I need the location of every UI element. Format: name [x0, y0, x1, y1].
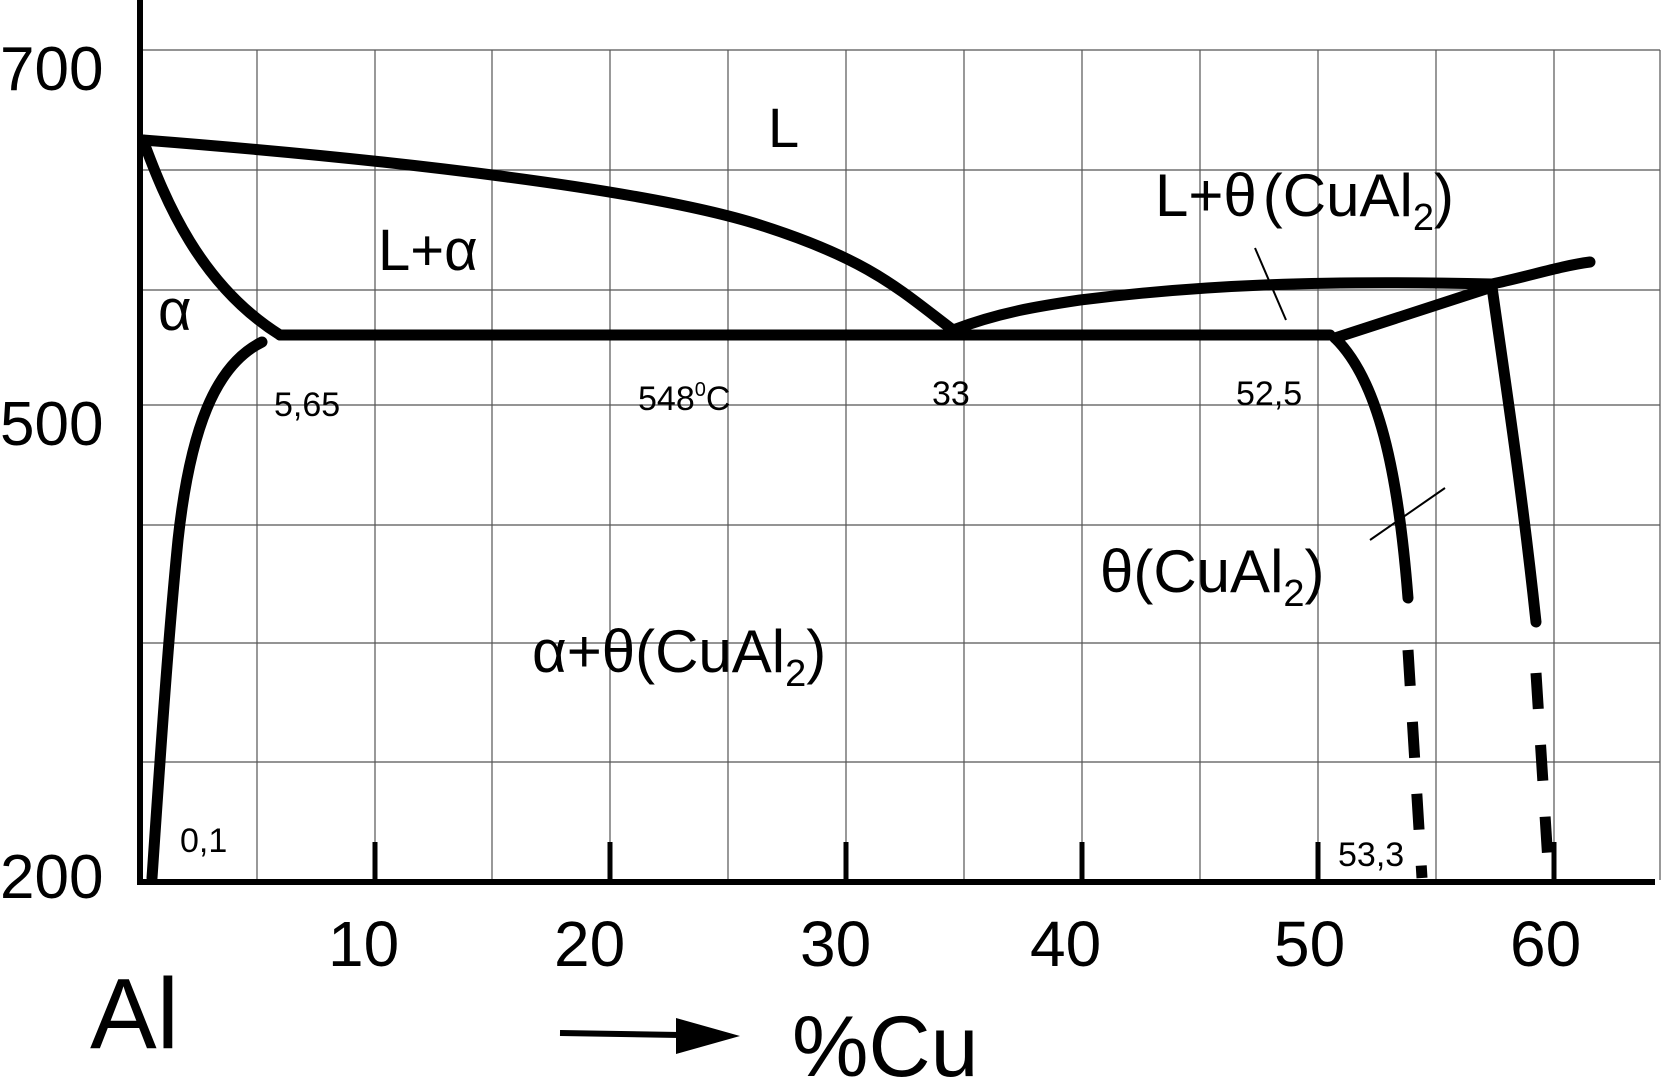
- point-label-548c: 5480C: [638, 379, 730, 418]
- l-theta-close: ): [1434, 162, 1454, 229]
- x-axis-title: %Cu: [792, 999, 978, 1079]
- theta-leader: [1369, 487, 1446, 541]
- theta-subscript: 2: [1283, 573, 1304, 615]
- x-tick-label-10: 10: [328, 908, 399, 980]
- x-tick-label-20: 20: [554, 908, 625, 980]
- grid: [140, 49, 1661, 880]
- theta-right-boundary: [1329, 281, 1542, 628]
- point-label-0-1: 0,1: [180, 822, 227, 860]
- x-tick-label-60: 60: [1510, 908, 1581, 980]
- point-label-53-3: 53,3: [1338, 836, 1404, 874]
- origin-element-label: Al: [90, 958, 179, 1070]
- solvus-alpha: [146, 336, 268, 884]
- point-label-33: 33: [932, 375, 970, 413]
- point-548-value: 548: [638, 380, 695, 418]
- x-tick-label-40: 40: [1030, 908, 1101, 980]
- phase-label-alpha-theta: α+θ(CuAl2): [532, 618, 826, 695]
- alpha-theta-main: α+θ(CuAl: [532, 618, 785, 685]
- y-tick-label-200: 200: [0, 843, 103, 912]
- x-axis-ticks: [372, 842, 1557, 882]
- l-theta-open: (CuAl: [1263, 162, 1413, 229]
- y-tick-label-500: 500: [0, 390, 103, 459]
- theta-main: θ(CuAl: [1100, 538, 1283, 605]
- y-tick-label-700: 700: [0, 35, 103, 104]
- phase-boundaries: [137, 134, 1596, 884]
- l-theta-leader: [1254, 247, 1287, 321]
- theta-liquidus-rising: [1486, 256, 1596, 290]
- phase-label-l-alpha: L+α: [378, 218, 478, 283]
- alpha-theta-close: ): [806, 618, 826, 685]
- theta-left-boundary-dashed: [1402, 649, 1428, 879]
- point-548-degree: 0: [695, 379, 706, 401]
- arrow-icon: [676, 1018, 740, 1054]
- phase-label-alpha: α: [158, 278, 192, 343]
- theta-right-boundary-dashed: [1530, 672, 1555, 879]
- point-label-52-5: 52,5: [1236, 375, 1302, 413]
- alpha-theta-subscript: 2: [785, 653, 806, 695]
- theta-close: ): [1305, 538, 1325, 605]
- x-tick-label-50: 50: [1274, 908, 1345, 980]
- phase-label-l-theta: L+θ (CuAl2): [1155, 162, 1454, 239]
- phase-label-theta: θ(CuAl2): [1100, 538, 1325, 615]
- arrow-shaft: [559, 1030, 681, 1038]
- theta-left-boundary: [1329, 332, 1414, 604]
- liquidus-al-side: [137, 134, 959, 336]
- l-theta-subscript: 2: [1413, 197, 1434, 239]
- x-tick-label-30: 30: [800, 908, 871, 980]
- solidus-alpha: [137, 134, 286, 341]
- liquidus-cu-side: [947, 277, 1498, 336]
- point-548-unit: C: [706, 380, 731, 418]
- phase-label-liquid: L: [768, 96, 799, 159]
- point-label-5-65: 5,65: [274, 386, 340, 424]
- l-theta-main: L+θ: [1155, 162, 1257, 229]
